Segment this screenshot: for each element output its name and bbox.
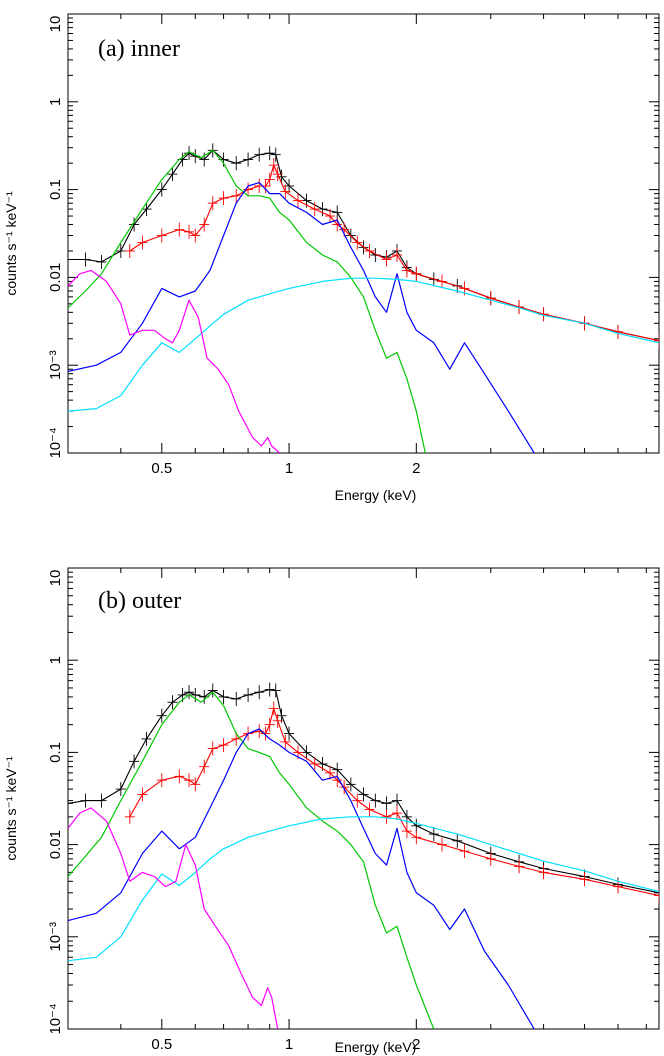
series-line-4	[68, 277, 659, 412]
y-tick-label: 10⁻⁴	[47, 427, 64, 458]
y-tick-label: 1	[47, 98, 64, 106]
x-tick-label: 0.5	[151, 460, 172, 477]
y-tick-label: 10	[47, 570, 64, 587]
series-line-2	[68, 691, 435, 1029]
plot-area	[68, 143, 659, 453]
y-axis-label: counts s⁻¹ keV⁻¹	[3, 756, 19, 861]
series-line-1	[129, 707, 659, 897]
x-tick-label: 2	[412, 460, 420, 477]
series-line-4	[68, 816, 659, 962]
y-tick-label: 0.01	[47, 263, 64, 292]
chart-panel-outer: 0.5 1 2 10⁻⁴ 10⁻³ 0.01 0.1 1 10 Energy (keV) count…	[3, 567, 660, 1055]
series-line-5	[68, 269, 280, 453]
panel-label: (a) inner	[98, 36, 180, 62]
y-tick-label: 10⁻³	[47, 350, 64, 380]
series-line-3	[68, 182, 535, 453]
y-tick-label: 1	[47, 656, 64, 664]
x-tick-label: 2	[412, 1036, 420, 1053]
series-line-3	[68, 728, 535, 1029]
y-tick-label: 10⁻³	[47, 922, 64, 952]
x-tick-label: 1	[285, 1036, 293, 1053]
series-line-1	[129, 164, 659, 342]
y-axis-label: counts s⁻¹ keV⁻¹	[3, 191, 19, 296]
x-axis-label: Energy (keV)	[335, 1039, 417, 1055]
y-tick-label: 10⁻⁴	[47, 1003, 64, 1034]
y-tick-label: 0.1	[47, 179, 64, 200]
series-line-5	[68, 807, 279, 1029]
x-tick-label: 0.5	[151, 1036, 172, 1053]
panel-label: (b) outer	[98, 588, 181, 614]
series-line-2	[68, 149, 426, 453]
plot-frame	[67, 13, 660, 454]
x-tick-label: 1	[285, 460, 293, 477]
y-tick-label: 0.1	[47, 742, 64, 763]
plot-area	[68, 682, 659, 1029]
chart-panel-inner: 0.5 1 2 10⁻⁴ 10⁻³ 0.01 0.1 1 10 Energy (keV) count…	[3, 13, 660, 503]
y-tick-label: 0.01	[47, 830, 64, 859]
y-tick-label: 10	[47, 16, 64, 33]
x-axis-label: Energy (keV)	[335, 487, 417, 503]
